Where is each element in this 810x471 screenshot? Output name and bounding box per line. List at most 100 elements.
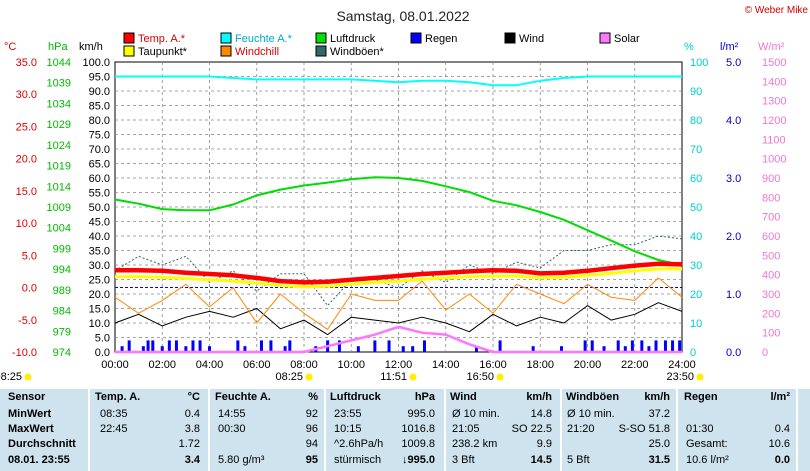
kmh-tick-label: 85.0 bbox=[89, 101, 110, 113]
rain-bar bbox=[127, 340, 131, 352]
legend-swatch bbox=[220, 32, 232, 44]
col-wind-unit: km/h bbox=[526, 391, 552, 403]
kmh-tick-label: 95.0 bbox=[89, 72, 110, 84]
legend-label: Solar bbox=[614, 33, 640, 45]
legend-swatch bbox=[123, 32, 135, 44]
temp-value: 0.4 bbox=[184, 408, 200, 420]
rain-bar bbox=[583, 340, 587, 352]
rain-bar bbox=[120, 346, 124, 352]
rain-bar bbox=[560, 346, 564, 352]
hum-value: 95 bbox=[305, 454, 318, 466]
kmh-tick-label: 55.0 bbox=[89, 188, 110, 200]
rain-bar bbox=[630, 340, 634, 352]
rain-bar bbox=[401, 346, 405, 352]
column-separator bbox=[676, 388, 678, 471]
temp-tick-label: 30.0 bbox=[16, 89, 37, 101]
series-line-luftdruck bbox=[114, 176, 683, 266]
kmh-tick-label: 65.0 bbox=[89, 159, 110, 171]
series-line-feuchtea bbox=[115, 75, 682, 87]
hum-time: 14:55 bbox=[218, 408, 246, 420]
pct-tick-label: 30 bbox=[690, 260, 702, 272]
rain-value: 10.6 bbox=[768, 438, 790, 450]
rain-bar bbox=[616, 340, 620, 352]
sun-time-label: 16:50 bbox=[466, 371, 494, 383]
pct-tick-label: 100 bbox=[690, 57, 708, 69]
sun-icon bbox=[24, 373, 32, 381]
legend-label: Wind bbox=[519, 33, 544, 45]
hum-value: 94 bbox=[305, 438, 318, 450]
col-temp: Temp. A. bbox=[95, 391, 141, 403]
row-label: Durchschnitt bbox=[8, 438, 76, 450]
rain-bar bbox=[167, 340, 171, 352]
solar-tick-label: 1500 bbox=[762, 57, 786, 69]
rain-bar bbox=[184, 346, 188, 352]
sun-time-label: 08:25 bbox=[0, 371, 22, 383]
temp-value: 3.4 bbox=[184, 454, 200, 466]
hpa-tick-label: 989 bbox=[53, 285, 71, 297]
rain-bar bbox=[198, 340, 202, 352]
weather-chart: Samstag, 08.01.2022 © Weber Mike Temp. A… bbox=[0, 5, 808, 383]
legend-label: Temp. A.* bbox=[138, 33, 186, 45]
col-sensor: Sensor bbox=[8, 391, 46, 403]
legend-swatch bbox=[315, 32, 327, 44]
time-tick-label: 08:00 bbox=[290, 359, 318, 371]
column-separator bbox=[324, 388, 326, 471]
row-label: 08.01. 23:55 bbox=[8, 454, 70, 466]
wind-value: 9.9 bbox=[536, 438, 552, 450]
col-hum: Feuchte A. bbox=[215, 391, 271, 403]
sun-icon bbox=[409, 373, 417, 381]
time-tick-label: 20:00 bbox=[574, 359, 602, 371]
kmh-tick-label: 35.0 bbox=[89, 246, 110, 258]
sun-time-label: 11:51 bbox=[380, 371, 407, 383]
axes: 00:00 02:00 04:00 06:00 08:00 10:00 12:00 14:00… bbox=[0, 41, 786, 383]
legend-swatch bbox=[599, 32, 611, 44]
rain-bar bbox=[146, 340, 150, 352]
press-value: 1009.8 bbox=[401, 438, 435, 450]
solar-tick-label: 1200 bbox=[762, 115, 786, 127]
rain-bar bbox=[174, 340, 178, 352]
column-separator bbox=[88, 388, 90, 471]
legend-label: Windchill bbox=[235, 46, 279, 58]
solar-tick-label: 800 bbox=[762, 192, 780, 204]
rain-bar bbox=[387, 340, 391, 352]
rain-bar bbox=[373, 340, 377, 352]
rain-value: 0.0 bbox=[774, 454, 790, 466]
hpa-tick-label: 1034 bbox=[47, 98, 71, 110]
legend-label: Feuchte A.* bbox=[235, 33, 293, 45]
press-value: 1016.8 bbox=[401, 423, 435, 435]
temp-time: 22:45 bbox=[100, 423, 128, 435]
legend-swatch bbox=[315, 45, 327, 57]
wind-value: SO 22.5 bbox=[511, 423, 552, 435]
table-header bbox=[0, 388, 810, 405]
hpa-tick-label: 1029 bbox=[47, 119, 71, 131]
hum-value: 92 bbox=[305, 408, 318, 420]
hpa-tick-label: 1009 bbox=[47, 202, 71, 214]
column-separator bbox=[560, 388, 562, 471]
kmh-tick-label: 70.0 bbox=[89, 144, 110, 156]
axis-unit-temp: °C bbox=[4, 41, 16, 53]
hpa-tick-label: 1019 bbox=[47, 161, 71, 173]
pct-tick-label: 20 bbox=[690, 289, 702, 301]
sun-icon bbox=[496, 373, 504, 381]
pct-tick-label: 50 bbox=[690, 202, 702, 214]
gust-label: Ø 10 min. bbox=[567, 408, 615, 420]
rain-tick-label: 2.0 bbox=[726, 231, 741, 243]
rain-bar bbox=[654, 340, 658, 352]
kmh-tick-label: 10.0 bbox=[89, 318, 110, 330]
kmh-tick-label: 0.0 bbox=[95, 347, 110, 359]
wind-value: 14.8 bbox=[530, 408, 552, 420]
rain-tick-label: 0.0 bbox=[726, 347, 741, 359]
hpa-tick-label: 1024 bbox=[47, 140, 71, 152]
pct-tick-label: 60 bbox=[690, 173, 702, 185]
sun-time-label: 08:25 bbox=[275, 371, 303, 383]
legend-label: Windböen* bbox=[330, 46, 385, 58]
series-line-taupunkt bbox=[115, 267, 682, 289]
rain-tick-label: 1.0 bbox=[726, 289, 741, 301]
wind-label: Ø 10 min. bbox=[452, 408, 500, 420]
col-rain-unit: l/m² bbox=[770, 391, 790, 403]
axis-unit-rain: l/m² bbox=[720, 41, 739, 53]
solar-tick-label: 500 bbox=[762, 250, 780, 262]
legend-swatch bbox=[410, 32, 422, 44]
time-tick-label: 14:00 bbox=[432, 359, 460, 371]
col-temp-unit: °C bbox=[187, 391, 200, 403]
